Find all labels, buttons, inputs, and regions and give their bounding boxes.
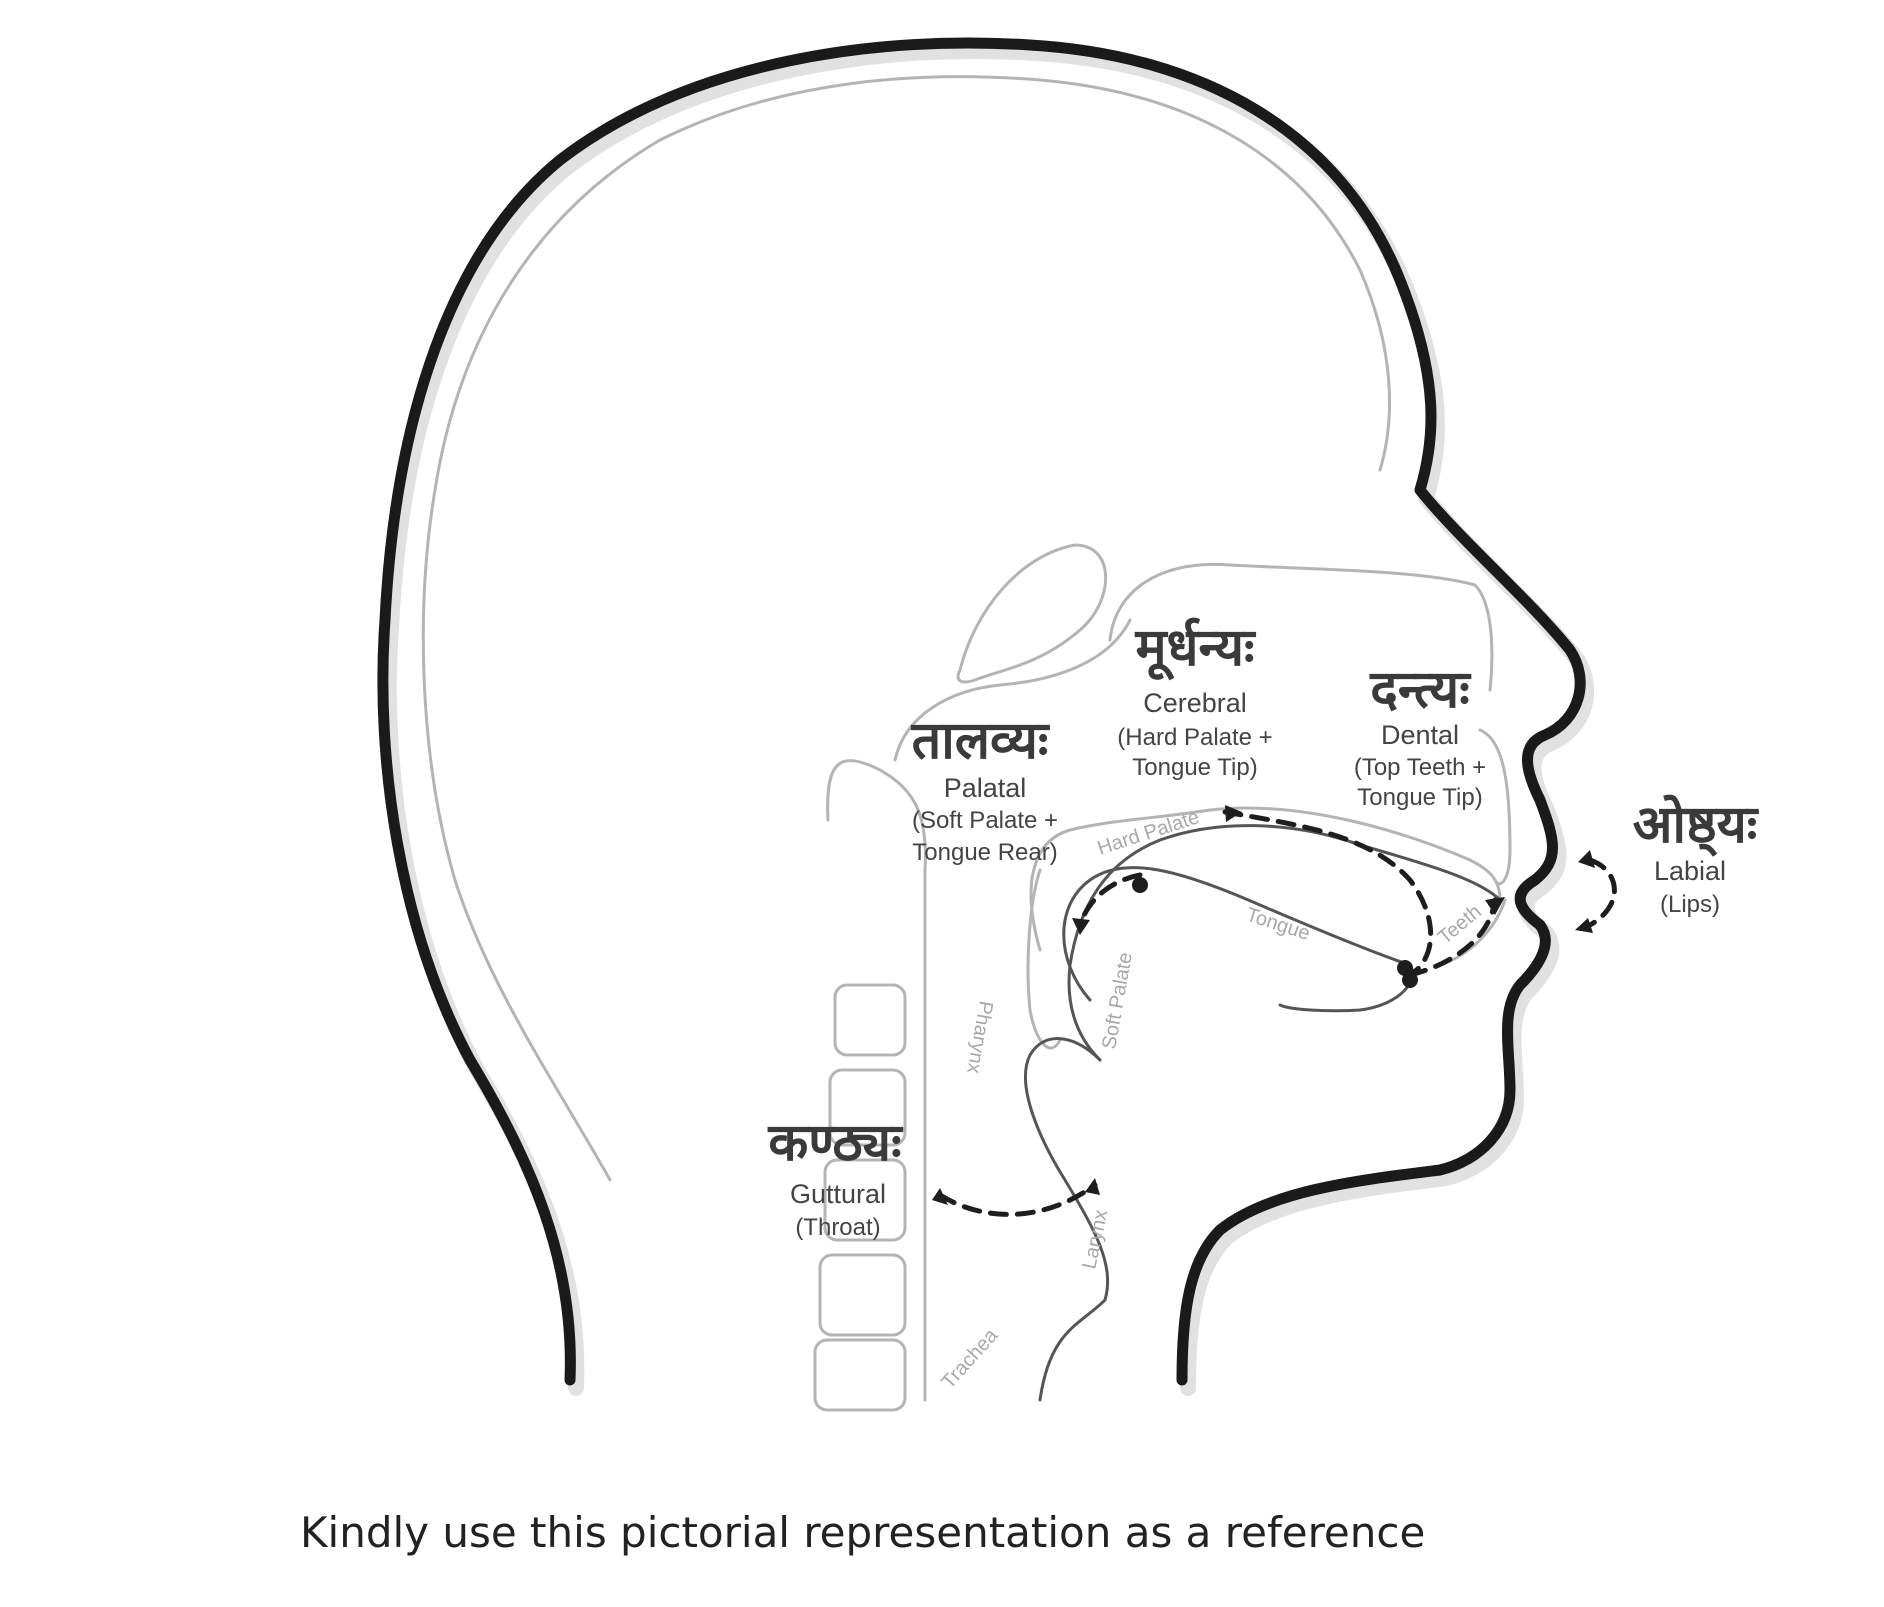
tongue (1062, 866, 1414, 1013)
larynx-label: Larynx (1078, 1208, 1112, 1271)
guttural-arrowhead-right (1085, 1178, 1100, 1195)
labial-sanskrit: ओष्ठ्यः (1633, 794, 1760, 858)
cerebral-english: Cerebral (1143, 688, 1247, 718)
palatal-label-group: तालव्यः Palatal (Soft Palate + Tongue Re… (911, 711, 1058, 866)
dental-sanskrit: दन्त्यः (1369, 660, 1472, 720)
guttural-sanskrit: कण्ठ्यः (767, 1113, 904, 1173)
pharynx-wall (826, 759, 927, 1402)
sinus-shape (956, 543, 1108, 684)
guttural-english: Guttural (790, 1179, 886, 1209)
soft-palate-label: Soft Palate (1098, 951, 1137, 1051)
dental-english: Dental (1381, 720, 1459, 750)
labial-sub-line1: (Lips) (1660, 891, 1720, 918)
palate-outline (1029, 806, 1502, 952)
dental-sub-line2: Tongue Tip) (1357, 784, 1482, 811)
cerebral-arrow (1222, 809, 1434, 978)
guttural-label-group: कण्ठ्यः Guttural (Throat) (767, 1113, 904, 1241)
larynx-curve (1024, 1037, 1110, 1402)
oral-tract-curve (1067, 824, 1502, 1062)
dental-label-group: दन्त्यः Dental (Top Teeth + Tongue Tip) (1354, 660, 1486, 811)
palatal-sub-line1: (Soft Palate + (912, 807, 1058, 834)
palatal-point (1132, 877, 1148, 893)
nasal-cavity (1108, 562, 1494, 692)
soft-palate-contour (1026, 868, 1062, 1050)
palatal-english: Palatal (944, 773, 1027, 803)
inner-skull-line (421, 75, 1392, 1182)
dental-sub-line1: (Top Teeth + (1354, 754, 1486, 781)
labial-label-group: ओष्ठ्यः Labial (Lips) (1633, 794, 1760, 918)
guttural-sub-line1: (Throat) (795, 1214, 880, 1241)
tongue-label: Tongue (1243, 904, 1312, 945)
labial-arrowhead-top (1578, 850, 1595, 868)
cerebral-arrowhead (1225, 805, 1242, 822)
dental-point (1397, 960, 1413, 976)
nasopharynx-line (893, 618, 1132, 762)
labial-arrowhead-bottom (1575, 918, 1593, 933)
palatal-sub-line2: Tongue Rear) (912, 839, 1057, 866)
palatal-sanskrit: तालव्यः (911, 711, 1051, 771)
palatal-arrow (1077, 872, 1143, 928)
anatomy-labels: Hard Palate Tongue Teeth Soft Palate Pha… (937, 806, 1485, 1393)
labial-english: Labial (1654, 856, 1726, 886)
cerebral-sub-line2: Tongue Tip) (1132, 754, 1257, 781)
labial-arrow (1587, 857, 1617, 928)
tongue-tip-point (1402, 972, 1418, 988)
dental-arrow (1407, 897, 1498, 978)
cerebral-sub-line1: (Hard Palate + (1117, 724, 1272, 751)
vertebrae (813, 983, 907, 1412)
vocal-tract-diagram: Hard Palate Tongue Teeth Soft Palate Pha… (377, 37, 1760, 1412)
pharynx-label: Pharynx (962, 999, 996, 1075)
palatal-arrowhead (1072, 918, 1090, 935)
cerebral-label-group: मूर्धन्यः Cerebral (Hard Palate + Tongue… (1117, 617, 1272, 781)
articulation-arrows (932, 805, 1617, 1217)
guttural-arrowhead-left (932, 1188, 948, 1205)
upper-teeth (1478, 728, 1512, 886)
trachea-label: Trachea (937, 1324, 1003, 1393)
cerebral-sanskrit: मूर्धन्यः (1134, 617, 1257, 681)
guttural-arrow (937, 1182, 1098, 1217)
head-outline (377, 37, 1595, 1396)
dental-arrowhead (1485, 897, 1505, 915)
caption: Kindly use this pictorial representation… (300, 1508, 1426, 1557)
